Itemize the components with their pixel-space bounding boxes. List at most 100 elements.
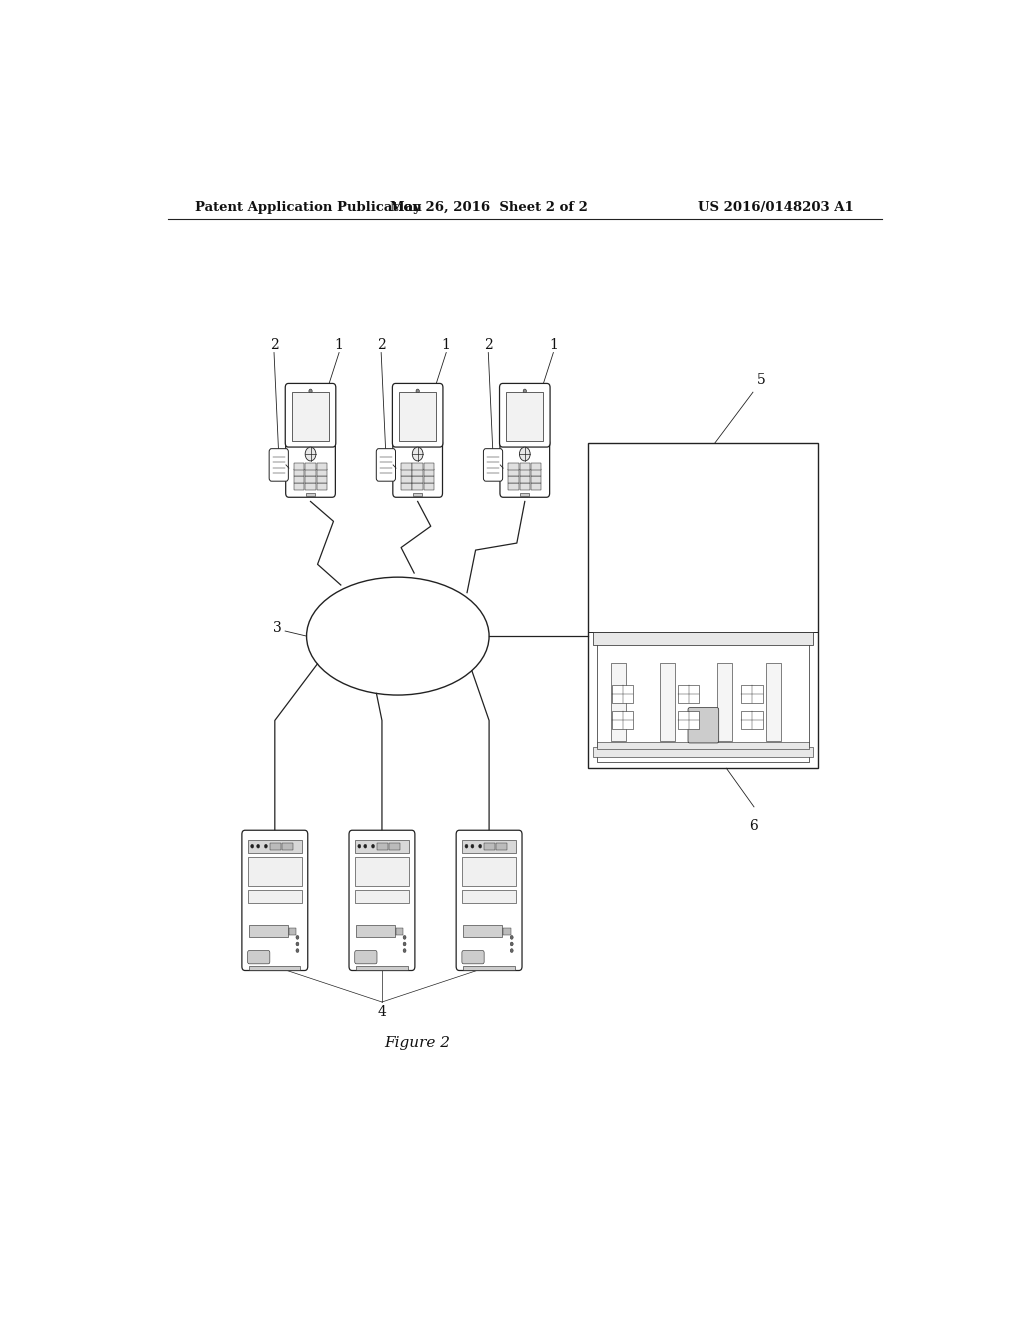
Bar bbox=[612, 711, 634, 729]
Bar bbox=[413, 477, 423, 483]
Bar bbox=[678, 685, 699, 704]
Bar bbox=[305, 477, 315, 483]
Text: 2: 2 bbox=[269, 338, 279, 351]
Bar bbox=[597, 742, 809, 748]
Bar bbox=[464, 966, 515, 970]
Circle shape bbox=[296, 949, 299, 953]
Bar bbox=[593, 747, 813, 756]
FancyBboxPatch shape bbox=[242, 830, 308, 970]
Ellipse shape bbox=[306, 577, 489, 696]
Bar bbox=[484, 843, 495, 850]
Text: Patent Application Publication: Patent Application Publication bbox=[196, 201, 422, 214]
Bar bbox=[530, 483, 542, 490]
FancyBboxPatch shape bbox=[392, 383, 443, 447]
Bar bbox=[462, 857, 516, 886]
Bar bbox=[497, 843, 507, 850]
Bar bbox=[612, 685, 634, 704]
Bar bbox=[741, 685, 763, 704]
Text: Figure 2: Figure 2 bbox=[385, 1036, 451, 1049]
Circle shape bbox=[510, 936, 513, 940]
Bar bbox=[377, 843, 388, 850]
Text: 2: 2 bbox=[484, 338, 493, 351]
Bar bbox=[413, 483, 423, 490]
Bar bbox=[306, 494, 315, 496]
Circle shape bbox=[510, 949, 513, 953]
Bar bbox=[597, 632, 809, 762]
Bar bbox=[413, 470, 423, 477]
FancyBboxPatch shape bbox=[349, 830, 415, 970]
Bar bbox=[424, 470, 434, 477]
Circle shape bbox=[523, 389, 526, 393]
Bar bbox=[741, 711, 763, 729]
Bar bbox=[294, 477, 304, 483]
FancyBboxPatch shape bbox=[456, 830, 522, 970]
Circle shape bbox=[519, 447, 530, 461]
Text: 1: 1 bbox=[441, 338, 451, 351]
Bar bbox=[508, 483, 519, 490]
Bar bbox=[530, 462, 542, 470]
Bar bbox=[316, 483, 327, 490]
Bar bbox=[294, 483, 304, 490]
Circle shape bbox=[510, 942, 513, 946]
Bar bbox=[504, 928, 511, 935]
Bar bbox=[678, 711, 699, 729]
Bar bbox=[305, 470, 315, 477]
Bar bbox=[519, 462, 530, 470]
Bar bbox=[248, 857, 302, 886]
Bar bbox=[401, 470, 412, 477]
Bar bbox=[289, 928, 296, 935]
Circle shape bbox=[357, 845, 360, 849]
Bar bbox=[588, 444, 818, 768]
Bar bbox=[413, 494, 422, 496]
Circle shape bbox=[296, 942, 299, 946]
Circle shape bbox=[364, 845, 367, 849]
Bar bbox=[464, 925, 502, 937]
Bar bbox=[355, 890, 409, 903]
Text: 2: 2 bbox=[377, 338, 385, 351]
FancyBboxPatch shape bbox=[354, 950, 377, 964]
Bar bbox=[305, 462, 315, 470]
Bar bbox=[611, 663, 626, 741]
Bar bbox=[356, 966, 408, 970]
Bar bbox=[508, 470, 519, 477]
FancyBboxPatch shape bbox=[688, 708, 719, 743]
Bar bbox=[659, 663, 675, 741]
Bar bbox=[766, 663, 780, 741]
Bar bbox=[305, 483, 315, 490]
Circle shape bbox=[264, 845, 267, 849]
Circle shape bbox=[372, 845, 375, 849]
Bar bbox=[355, 857, 409, 886]
Text: 5: 5 bbox=[757, 374, 765, 387]
Circle shape bbox=[465, 845, 468, 849]
Bar bbox=[294, 462, 304, 470]
Text: 1: 1 bbox=[549, 338, 558, 351]
FancyBboxPatch shape bbox=[376, 449, 395, 482]
Bar bbox=[717, 663, 732, 741]
Bar bbox=[399, 392, 436, 441]
Bar bbox=[462, 890, 516, 903]
Bar bbox=[401, 483, 412, 490]
Circle shape bbox=[403, 942, 407, 946]
Bar bbox=[401, 477, 412, 483]
FancyBboxPatch shape bbox=[269, 449, 289, 482]
Bar bbox=[248, 840, 302, 853]
Bar bbox=[282, 843, 293, 850]
Bar bbox=[413, 462, 423, 470]
Bar bbox=[593, 632, 813, 644]
Circle shape bbox=[403, 949, 407, 953]
Bar bbox=[507, 392, 543, 441]
Bar bbox=[389, 843, 399, 850]
FancyBboxPatch shape bbox=[500, 440, 550, 498]
FancyBboxPatch shape bbox=[286, 383, 336, 447]
Text: US 2016/0148203 A1: US 2016/0148203 A1 bbox=[698, 201, 854, 214]
Bar bbox=[356, 925, 395, 937]
FancyBboxPatch shape bbox=[483, 449, 503, 482]
Bar bbox=[316, 462, 327, 470]
Circle shape bbox=[413, 447, 423, 461]
Bar bbox=[519, 477, 530, 483]
Text: 4: 4 bbox=[378, 1005, 386, 1019]
FancyBboxPatch shape bbox=[500, 383, 550, 447]
Bar bbox=[424, 462, 434, 470]
Circle shape bbox=[478, 845, 481, 849]
Bar bbox=[401, 462, 412, 470]
